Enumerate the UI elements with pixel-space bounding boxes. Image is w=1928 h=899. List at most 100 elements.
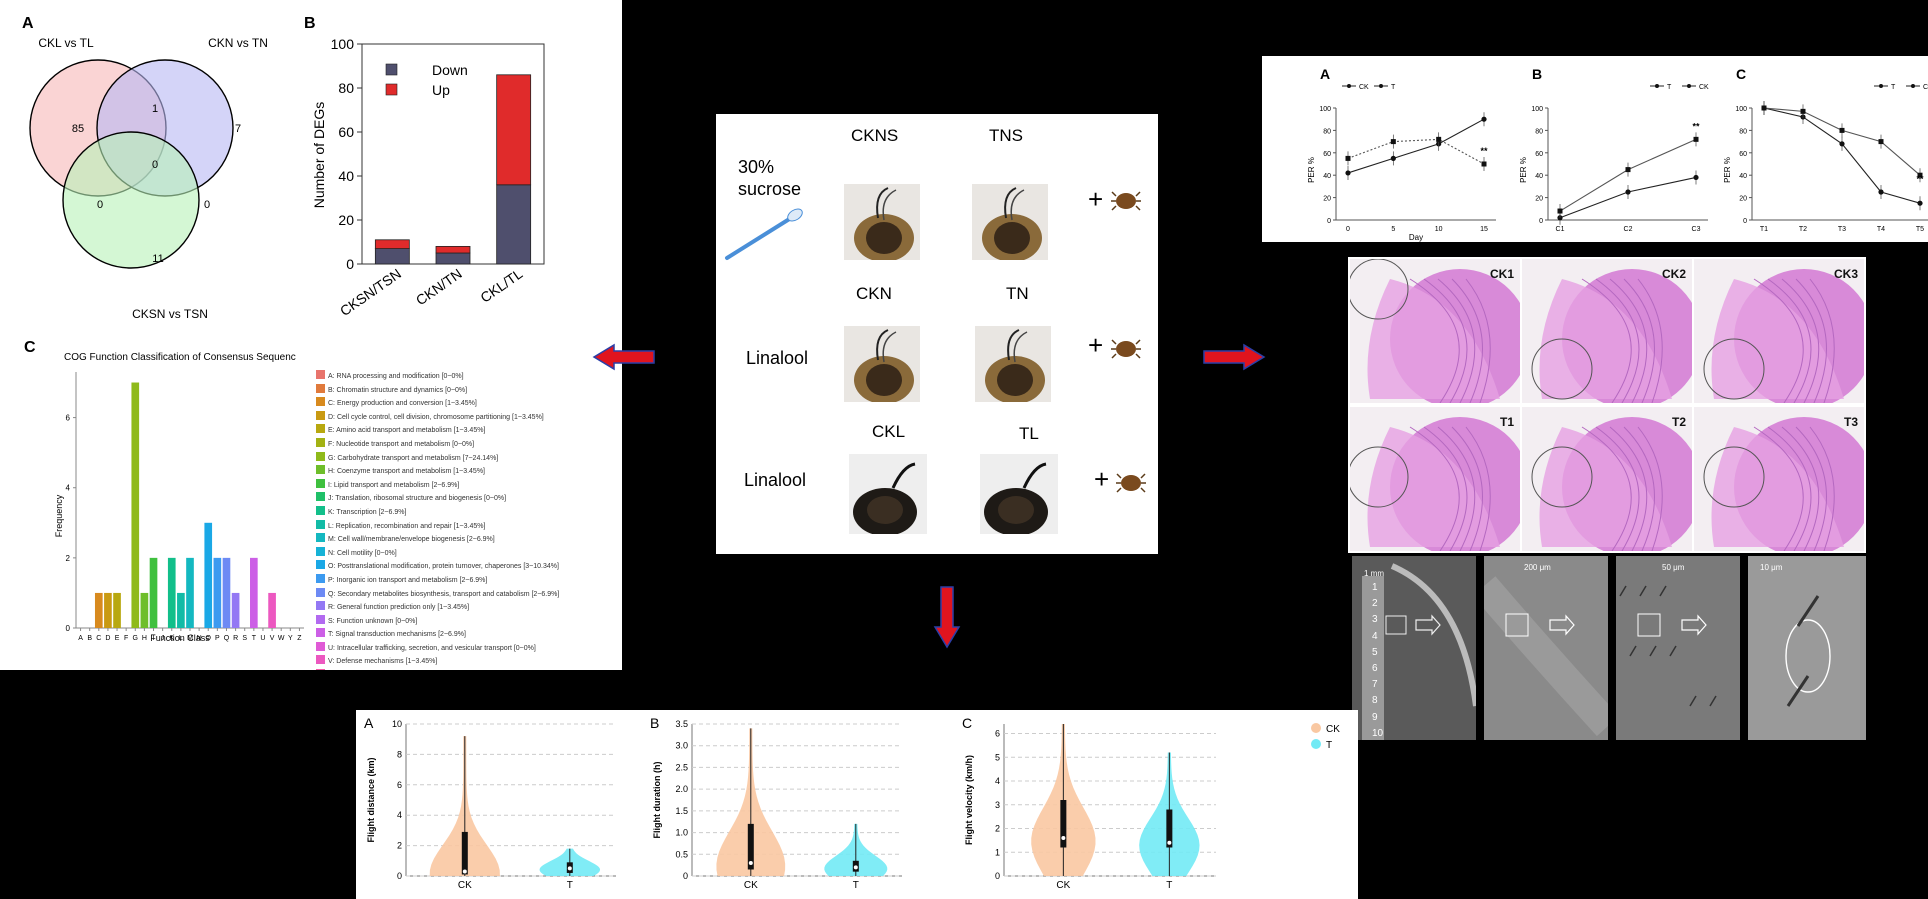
venn-set-label-1: CKL vs TL (38, 36, 94, 50)
per-xtick-label: 0 (1346, 226, 1350, 233)
cog-bar (140, 592, 149, 628)
per-ytick-label: 80 (1323, 128, 1331, 135)
cog-ytick-label: 6 (66, 414, 71, 423)
flight-iqr-box (1166, 809, 1173, 848)
per-ytick-label: 40 (1535, 173, 1543, 180)
per-series-line-ck (1347, 118, 1485, 174)
histology-image-ck2: CK2 (1522, 259, 1692, 403)
tissue-layer (1767, 278, 1812, 403)
flight-panel-letter: A (364, 715, 374, 731)
flight-ytick-label: 0.5 (675, 849, 688, 859)
cog-legend-label: I: Lipid transport and metabolism [2~6.9… (328, 481, 460, 489)
cog-bar (213, 557, 222, 628)
bee-photo-ckl (849, 454, 927, 534)
cog-bar (222, 557, 231, 628)
sem-image-3: 50 μm (1616, 556, 1740, 740)
cog-legend-label: T: Signal transduction mechanisms [2~6.9… (328, 631, 466, 639)
plus-sign-3: + (1094, 464, 1110, 494)
flight-ytick-label: 4 (995, 776, 1000, 786)
plus-sign-1: + (1088, 184, 1104, 214)
flight-iqr-box (461, 831, 468, 875)
cog-legend-item: H: Coenzyme transport and metabolism [1~… (316, 465, 559, 479)
cog-legend-item: U: Intracellular trafficking, secretion,… (316, 641, 559, 656)
histology-label: T1 (1499, 415, 1514, 429)
cog-legend-swatch (316, 437, 325, 447)
cog-legend-item: M: Cell wall/membrane/envelope biogenesi… (316, 533, 559, 547)
per-ytick-label: 60 (1739, 151, 1747, 158)
tissue-shape (1539, 279, 1672, 399)
highlight-circle (1531, 446, 1593, 508)
cog-xtick-label: H (142, 635, 147, 642)
degs-ytick-label: 20 (338, 212, 354, 228)
degs-category-label: CKSN/TSN (337, 265, 404, 318)
cog-xtick-label: V (270, 635, 275, 642)
flight-ytick-label: 5 (995, 752, 1000, 762)
cog-legend-item: V: Defense mechanisms [1~3.45%] (316, 655, 559, 669)
per-point-ck (1878, 139, 1884, 145)
cog-bar (204, 522, 213, 628)
per-xtick-label: 15 (1480, 226, 1488, 233)
cog-legend-label: D: Cell cycle control, cell division, ch… (328, 413, 544, 421)
cog-legend-label: G: Carbohydrate transport and metabolism… (328, 454, 499, 462)
cog-legend-label: H: Coenzyme transport and metabolism [1~… (328, 468, 485, 476)
degs-category-label: CKL/TL (477, 265, 525, 305)
per-legend-marker (1379, 84, 1383, 88)
histology-section (1531, 269, 1692, 403)
tissue-shape (1711, 279, 1844, 399)
per-ytick-label: 20 (1323, 196, 1331, 203)
cog-bar (149, 557, 158, 628)
per-xtick-label: C2 (1624, 226, 1633, 233)
per-legend-label: CK (1359, 84, 1369, 91)
flight-legend-marker (1311, 723, 1321, 733)
flight-iqr-box (747, 823, 754, 870)
flight-median-point (462, 869, 467, 874)
cog-legend-label: R: General function prediction only [1~3… (328, 604, 470, 612)
histology-image-t1: T1 (1350, 407, 1520, 551)
panel-letter-b: B (304, 15, 316, 32)
degs-category-label: CKN/TN (413, 265, 465, 308)
per-point-ck (1800, 108, 1806, 114)
highlight-circle (1531, 338, 1593, 400)
label-sucrose: 30% sucrose (738, 157, 802, 199)
tissue-layer (1409, 426, 1460, 551)
sem-segment-number: 9 (1372, 711, 1378, 723)
tissue-layer (1609, 278, 1648, 403)
per-panel-letter: A (1320, 66, 1330, 82)
cog-legend-swatch (316, 628, 325, 638)
cog-legend-swatch (316, 383, 325, 393)
label-linalool-2: Linalool (744, 470, 807, 490)
sem-segment-number: 4 (1372, 630, 1378, 642)
cog-legend-label: U: Intracellular trafficking, secretion,… (328, 644, 536, 652)
label-linalool-1: Linalool (746, 348, 809, 368)
degs-bar-up (374, 239, 410, 250)
flight-median-point (1167, 840, 1172, 845)
flight-median-point (567, 866, 572, 871)
per-point-ck (1839, 127, 1845, 133)
cog-legend-item: S: Function unknown [0~0%] (316, 614, 559, 629)
per-significance-label: ** (1916, 174, 1924, 184)
cog-ytick-label: 0 (66, 624, 71, 633)
sem-segment-number: 8 (1372, 695, 1378, 707)
flight-ylabel: Flight velocity (km/h) (964, 755, 974, 845)
per-ylabel: PER % (1723, 157, 1732, 183)
cog-xtick-label: R (233, 635, 238, 642)
tissue-layer (1795, 426, 1827, 551)
tissue-shape (1711, 427, 1844, 547)
per-ytick-label: 0 (1539, 218, 1543, 225)
cotton-swab-icon (725, 208, 803, 260)
panel-letter-c: C (24, 339, 36, 356)
per-series-line-t (1347, 138, 1485, 165)
cog-legend-swatch (316, 451, 325, 461)
histology-section (1350, 259, 1520, 403)
cog-legend: A: RNA processing and modification [0~0%… (316, 370, 559, 670)
sem-segment-list: 1 2 3 4 5 6 7 8 9 10 (1372, 580, 1383, 740)
label-tl: TL (1019, 424, 1039, 443)
per-ytick-label: 60 (1535, 151, 1543, 158)
highlight-circle (1350, 259, 1409, 320)
per-point-t (1436, 136, 1442, 142)
flight-category-label: CK (744, 880, 758, 891)
flight-ytick-label: 0 (683, 871, 688, 881)
cog-legend-label: M: Cell wall/membrane/envelope biogenesi… (328, 536, 495, 544)
flight-category-label: T (1166, 880, 1172, 891)
degs-bar-down (374, 248, 410, 265)
